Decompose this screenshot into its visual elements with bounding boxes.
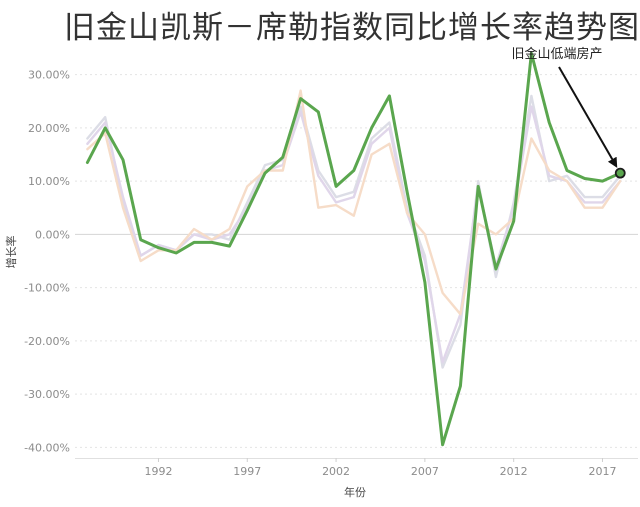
x-tick-label: 2002: [322, 465, 350, 478]
x-axis-label: 年份: [344, 485, 366, 499]
y-tick-label: 10.00%: [28, 175, 70, 188]
annotation-label: 旧金山低端房产: [511, 46, 602, 62]
y-tick-label: 0.00%: [35, 228, 70, 241]
x-axis-ticks: 1992 1997 2002 2007 2012 2017: [144, 458, 616, 478]
x-tick-label: 2017: [588, 465, 616, 478]
y-tick-label: -10.00%: [24, 282, 70, 295]
x-tick-label: 2012: [500, 465, 528, 478]
y-tick-label: 20.00%: [28, 122, 70, 135]
highlight-end-point: [614, 167, 626, 179]
y-tick-label: -40.00%: [24, 441, 70, 454]
x-tick-label: 1992: [144, 465, 172, 478]
chart-title: 旧金山凯斯－席勒指数同比增长率趋势图: [64, 10, 640, 46]
series-line-highlight: [85, 51, 622, 447]
y-tick-label: 30.00%: [28, 69, 70, 82]
x-tick-label: 2007: [411, 465, 439, 478]
y-tick-label: -20.00%: [24, 335, 70, 348]
series-line-3: [86, 89, 622, 316]
y-tick-label: -30.00%: [24, 388, 70, 401]
series-lines: [85, 51, 626, 447]
y-axis-label: 增长率: [4, 236, 18, 269]
x-tick-label: 1997: [233, 465, 261, 478]
annotation-arrow: [558, 66, 618, 168]
y-axis-ticks: 30.00% 20.00% 10.00% 0.00% -10.00% -20.00% -30…: [24, 69, 70, 455]
